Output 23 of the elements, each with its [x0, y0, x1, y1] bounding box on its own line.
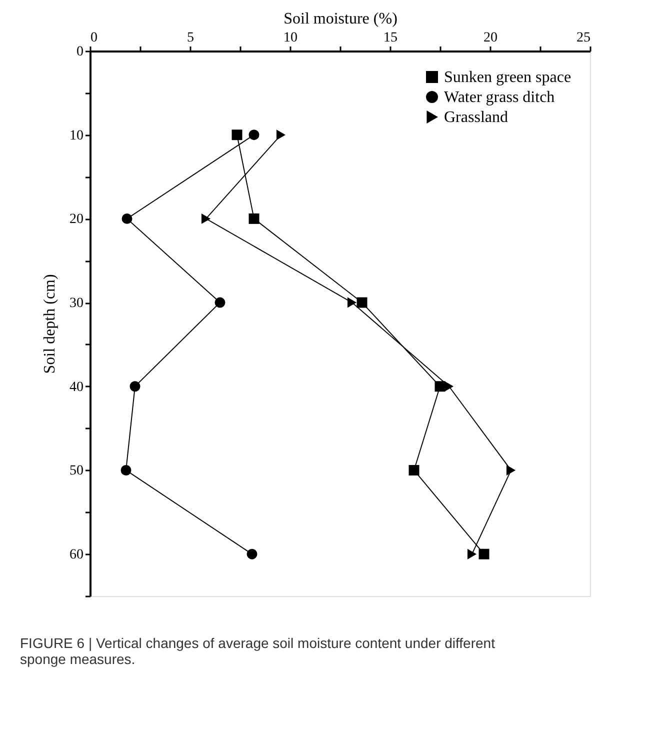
y-tick-label: 30: [70, 296, 84, 312]
x-tick-label: 25: [576, 30, 590, 46]
point: [246, 548, 258, 560]
point: [248, 130, 260, 140]
x-tick-label: 0: [90, 30, 98, 46]
x-axis-title: Soil moisture (%): [284, 10, 398, 28]
y-tick-label: 20: [70, 212, 84, 228]
legend-label: Grassland: [444, 109, 508, 126]
y-tick-label: 40: [70, 380, 84, 395]
y-axis-title: Soil depth (cm): [42, 274, 58, 374]
x-tick-label: 15: [384, 30, 398, 46]
point: [467, 548, 477, 560]
point: [232, 130, 242, 140]
y-tick-label: 10: [70, 128, 84, 144]
caption: FIGURE 6 | Vertical changes of average soil moisture content under different sponge measures.: [20, 634, 496, 667]
y-tick-label: 50: [70, 464, 84, 479]
x-tick-label: 5: [187, 30, 194, 46]
y-tick-label: 60: [70, 548, 84, 563]
x-tick-label: 20: [484, 30, 498, 46]
legend-label: Water grass ditch: [444, 89, 555, 106]
x-tick-label: 10: [284, 30, 298, 46]
legend-label: Sunken green space: [444, 69, 572, 86]
y-tick-label: 0: [76, 44, 84, 60]
